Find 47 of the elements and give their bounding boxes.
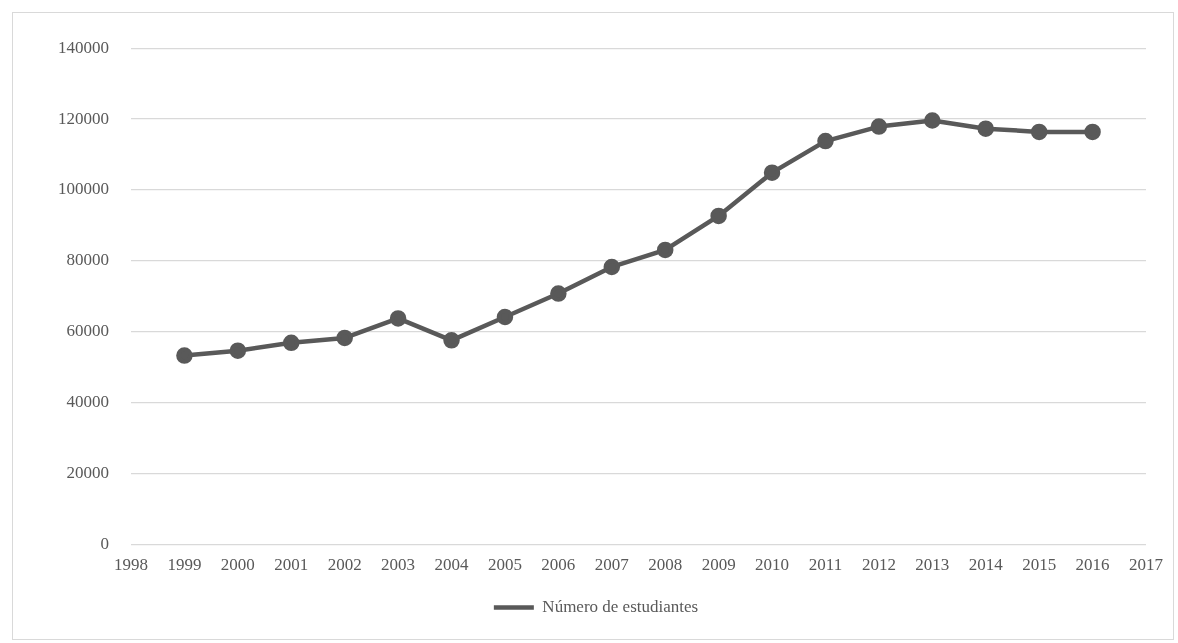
x-tick-label: 2014 (968, 555, 1004, 575)
x-tick-label: 2011 (808, 555, 843, 575)
point (870, 118, 888, 135)
point (710, 207, 727, 225)
point (443, 332, 460, 349)
x-tick-label: 1998 (114, 555, 148, 575)
x-tick-label: 2010 (755, 555, 790, 575)
x-tick-label: 2007 (594, 555, 630, 575)
point (496, 308, 514, 326)
x-tick-label: 2016 (1075, 555, 1110, 575)
point (176, 347, 193, 364)
legend-label: Número de estudiantes (542, 596, 699, 616)
x-tick-label: 2004 (434, 555, 470, 575)
x-tick-label: 2005 (487, 555, 522, 575)
y-tick-label: 120000 (58, 108, 109, 128)
x-tick-label: 2003 (381, 555, 416, 575)
point (336, 329, 353, 347)
point (603, 258, 621, 276)
x-tick-label: 2008 (648, 555, 683, 575)
x-tick-label: 2000 (220, 555, 255, 575)
x-tick-label: 2013 (915, 555, 950, 575)
point (283, 334, 300, 352)
y-tick-label: 0 (100, 534, 109, 554)
x-tick-label: 2006 (541, 555, 576, 575)
y-tick-label: 100000 (58, 179, 109, 199)
point (389, 310, 407, 327)
x-tick-label: 2001 (274, 555, 309, 575)
y-tick-label: 140000 (58, 37, 109, 57)
point (924, 112, 941, 129)
point (550, 285, 567, 302)
x-tick-label: 2009 (701, 555, 736, 575)
y-tick-label: 80000 (66, 250, 109, 270)
x-tick-label: 1999 (167, 555, 202, 575)
y-tick-label: 20000 (66, 463, 109, 483)
point (656, 241, 674, 259)
point (229, 342, 247, 359)
point (1084, 123, 1101, 141)
point (763, 164, 781, 181)
point (1030, 123, 1048, 141)
x-tick-label: 2017 (1129, 555, 1164, 575)
y-tick-label: 40000 (66, 392, 109, 412)
y-tick-label: 60000 (66, 321, 109, 341)
x-tick-label: 2012 (861, 555, 896, 575)
x-tick-label: 2015 (1022, 555, 1057, 575)
point (977, 120, 994, 137)
x-tick-label: 2002 (327, 555, 362, 575)
point (817, 132, 834, 150)
